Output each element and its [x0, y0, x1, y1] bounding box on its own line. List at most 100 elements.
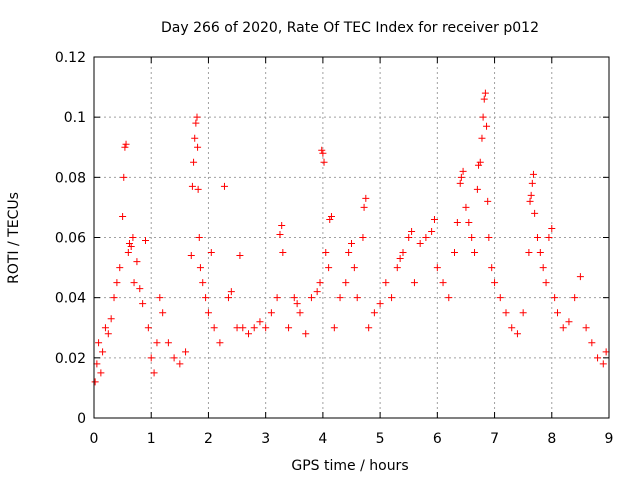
data-point [582, 324, 590, 332]
data-point [285, 324, 293, 332]
data-point [342, 279, 350, 287]
data-point [110, 294, 118, 302]
data-point [353, 294, 361, 302]
data-point [124, 249, 132, 257]
data-point [190, 158, 198, 166]
data-point [410, 279, 418, 287]
y-tick-label: 0.12 [55, 50, 86, 66]
data-point [468, 234, 476, 241]
data-point [451, 249, 458, 257]
data-point [508, 324, 516, 332]
data-point [199, 279, 207, 287]
data-point [204, 309, 212, 317]
data-point [481, 89, 489, 97]
data-point [496, 294, 504, 302]
data-point [302, 330, 310, 338]
data-point [99, 348, 107, 356]
data-point [116, 264, 124, 272]
data-point [216, 339, 224, 347]
data-point [220, 182, 228, 190]
x-tick-label: 5 [376, 431, 385, 447]
data-point [278, 221, 286, 229]
x-tick-label: 8 [547, 431, 556, 447]
data-point [320, 158, 328, 166]
data-point [602, 348, 610, 356]
data-point [471, 249, 479, 257]
data-point [224, 294, 232, 302]
y-tick-label: 0.02 [55, 351, 86, 367]
data-point [318, 146, 326, 154]
data-point [195, 234, 203, 241]
data-point [144, 324, 152, 332]
data-point [527, 191, 535, 199]
data-point [142, 237, 149, 245]
data-point [376, 300, 384, 308]
data-point [194, 185, 202, 193]
data-point [202, 294, 210, 302]
data-point [326, 215, 334, 223]
data-point [554, 309, 561, 317]
y-tick-label: 0.06 [55, 231, 86, 247]
data-point [239, 324, 247, 332]
data-point [170, 354, 178, 362]
data-point [194, 143, 202, 151]
data-point [164, 339, 172, 347]
data-point [388, 294, 396, 302]
data-point [279, 249, 287, 257]
x-tick-label: 9 [605, 431, 614, 447]
data-point [191, 134, 199, 142]
data-point [273, 294, 281, 302]
data-point [350, 264, 358, 272]
data-point [176, 360, 184, 368]
data-point [136, 285, 144, 293]
data-point [127, 243, 135, 251]
data-point [262, 324, 270, 332]
data-point [348, 240, 355, 248]
data-point [104, 330, 112, 338]
data-point [133, 258, 141, 266]
data-point [119, 212, 127, 220]
y-tick-label: 0.08 [55, 170, 86, 186]
x-tick-label: 4 [318, 431, 327, 447]
data-point [478, 134, 486, 142]
data-point [276, 230, 284, 238]
data-point [542, 279, 550, 287]
data-point [576, 273, 584, 281]
data-point [428, 227, 436, 235]
x-tick-label: 1 [147, 431, 156, 447]
data-point [545, 234, 553, 241]
data-point [316, 279, 324, 287]
data-point [457, 173, 465, 181]
data-point [529, 170, 537, 178]
data-point [439, 279, 447, 287]
data-point [188, 182, 196, 190]
data-point [130, 279, 138, 287]
x-axis-label: GPS time / hours [291, 458, 408, 474]
data-point [359, 234, 367, 241]
data-point [551, 294, 559, 302]
data-point [129, 234, 137, 241]
data-point [330, 324, 338, 332]
data-point [156, 294, 164, 302]
data-point [416, 240, 424, 248]
data-point [484, 197, 492, 205]
data-point [193, 113, 201, 121]
data-point [370, 309, 378, 317]
data-point [97, 369, 105, 377]
data-point [365, 324, 373, 332]
data-point [327, 212, 335, 220]
data-point [207, 249, 215, 257]
data-point [360, 203, 368, 211]
data-point [488, 264, 496, 272]
data-point [526, 197, 534, 205]
data-point [95, 339, 103, 347]
data-point [196, 264, 204, 272]
data-point [399, 249, 407, 257]
data-point [599, 360, 607, 368]
data-point [187, 252, 195, 260]
data-point [548, 224, 556, 232]
x-tick-label: 7 [490, 431, 499, 447]
data-point [336, 294, 344, 302]
x-tick-label: 6 [433, 431, 442, 447]
